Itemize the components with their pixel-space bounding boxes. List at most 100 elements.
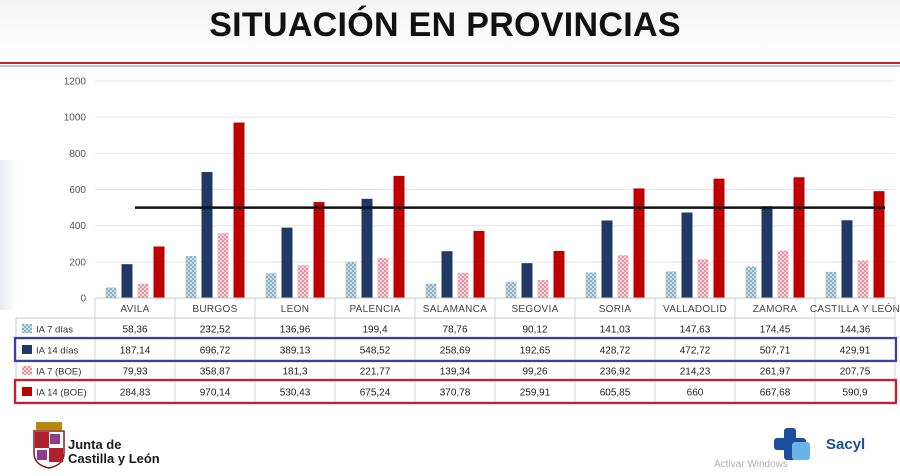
table-cell-value: 214,23 xyxy=(680,367,711,378)
row-highlight-box xyxy=(13,336,898,363)
bar xyxy=(697,259,709,298)
page-title: SITUACIÓN EN PROVINCIAS xyxy=(209,6,681,44)
legend-label: IA 14 días xyxy=(36,346,79,357)
table-cell-value: 141,03 xyxy=(600,325,631,336)
y-tick-label: 800 xyxy=(69,149,86,160)
category-label: LEON xyxy=(281,304,309,315)
bar xyxy=(841,220,853,298)
table-cell-value: 199,4 xyxy=(362,325,387,336)
table-cell-value: 667,68 xyxy=(760,388,791,399)
bar xyxy=(105,287,117,298)
table-cell-value: 144,36 xyxy=(840,325,871,336)
table-cell-value: 259,91 xyxy=(520,388,551,399)
table-cell-value: 358,87 xyxy=(200,367,231,378)
table-cell-value: 90,12 xyxy=(522,325,547,336)
table-cell-value: 530,43 xyxy=(280,388,311,399)
legend-label: IA 7 (BOE) xyxy=(36,367,81,378)
table-cell-value: 472,72 xyxy=(680,346,711,357)
table-cell-value: 590,9 xyxy=(842,388,867,399)
data-table: AVILA BURGOS LEON PALENCIA SALAMANCA SEGOVIA S… xyxy=(13,297,900,405)
table-cell-value: 261,97 xyxy=(760,367,791,378)
table-cell-value: 221,77 xyxy=(360,367,391,378)
table-cell-value: 78,76 xyxy=(442,325,467,336)
bar xyxy=(233,122,245,298)
table-cell-value: 136,96 xyxy=(280,325,311,336)
bar xyxy=(537,280,549,298)
bar xyxy=(681,212,693,298)
table-cell-value: 58,36 xyxy=(122,325,147,336)
sacyl-cross-icon xyxy=(774,428,810,460)
bar xyxy=(393,175,405,298)
bar xyxy=(633,188,645,298)
bar xyxy=(313,202,325,298)
bar xyxy=(873,191,885,298)
table-cell-value: 147,63 xyxy=(680,325,711,336)
bar xyxy=(441,251,453,298)
junta-logo-shield xyxy=(33,422,65,469)
bar xyxy=(201,172,213,298)
table-cell-value: 284,83 xyxy=(120,388,151,399)
bar xyxy=(505,281,517,298)
y-tick-label: 1200 xyxy=(64,77,87,88)
bar xyxy=(793,177,805,298)
table-cell-value: 389,13 xyxy=(280,346,311,357)
bar xyxy=(857,260,869,298)
bar xyxy=(265,273,277,298)
junta-logo-text: Junta de Castilla y León xyxy=(68,438,160,466)
category-label: VALLADOLID xyxy=(663,304,727,315)
table-cell-value: 696,72 xyxy=(200,346,231,357)
title-band xyxy=(0,0,900,64)
logo-line-1: Junta de xyxy=(68,437,122,452)
table-cell-value: 548,52 xyxy=(360,346,391,357)
title-rule-blue xyxy=(0,65,900,67)
table-cell-value: 428,72 xyxy=(600,346,631,357)
y-tick-label: 600 xyxy=(69,185,86,196)
category-label: SORIA xyxy=(599,304,632,315)
legend-swatch xyxy=(22,324,32,333)
crown-icon xyxy=(36,422,62,430)
bar xyxy=(345,261,357,298)
table-cell-value: 192,65 xyxy=(520,346,551,357)
bar xyxy=(137,283,149,298)
bar xyxy=(585,272,597,298)
bar xyxy=(153,246,165,298)
bar xyxy=(713,178,725,298)
bar xyxy=(553,250,565,298)
table-cell-value: 79,93 xyxy=(122,367,147,378)
table-cell-value: 605,85 xyxy=(600,388,631,399)
bar xyxy=(825,271,837,298)
grid-layer xyxy=(95,80,895,299)
castle-quarter-icon xyxy=(35,432,49,448)
y-tick-label: 200 xyxy=(69,257,86,268)
lion-quarter-icon xyxy=(50,434,60,444)
category-label: PALENCIA xyxy=(349,304,400,315)
castle-quarter-icon xyxy=(49,448,63,462)
bars-layer xyxy=(105,122,885,298)
table-cell-value: 139,34 xyxy=(440,367,471,378)
category-label: ZAMORA xyxy=(753,304,798,315)
bar xyxy=(617,255,629,298)
table-cell-value: 187,14 xyxy=(120,346,151,357)
sacyl-brand: Sacyl xyxy=(826,436,866,453)
legend-swatch xyxy=(22,366,32,375)
table-cell-value: 258,69 xyxy=(440,346,471,357)
bar xyxy=(521,263,533,298)
legend-label: IA 7 días xyxy=(36,325,73,336)
table-cell-value: 207,75 xyxy=(840,367,871,378)
bar xyxy=(761,206,773,298)
y-tick-label: 0 xyxy=(80,294,86,305)
table-cell-value: 370,78 xyxy=(440,388,471,399)
table-cell-value: 429,91 xyxy=(840,346,871,357)
side-decoration xyxy=(0,160,18,310)
table-cell-value: 236,92 xyxy=(600,367,631,378)
table-cell-value: 507,71 xyxy=(760,346,791,357)
legend-swatch xyxy=(22,345,32,354)
bar xyxy=(457,272,469,298)
logo-line-2: Castilla y León xyxy=(68,451,160,466)
bar xyxy=(777,250,789,298)
table-cell-value: 660 xyxy=(687,388,704,399)
table-cell-value: 232,52 xyxy=(200,325,231,336)
legend-swatch xyxy=(22,387,32,396)
bar xyxy=(281,227,293,298)
bar xyxy=(473,230,485,298)
